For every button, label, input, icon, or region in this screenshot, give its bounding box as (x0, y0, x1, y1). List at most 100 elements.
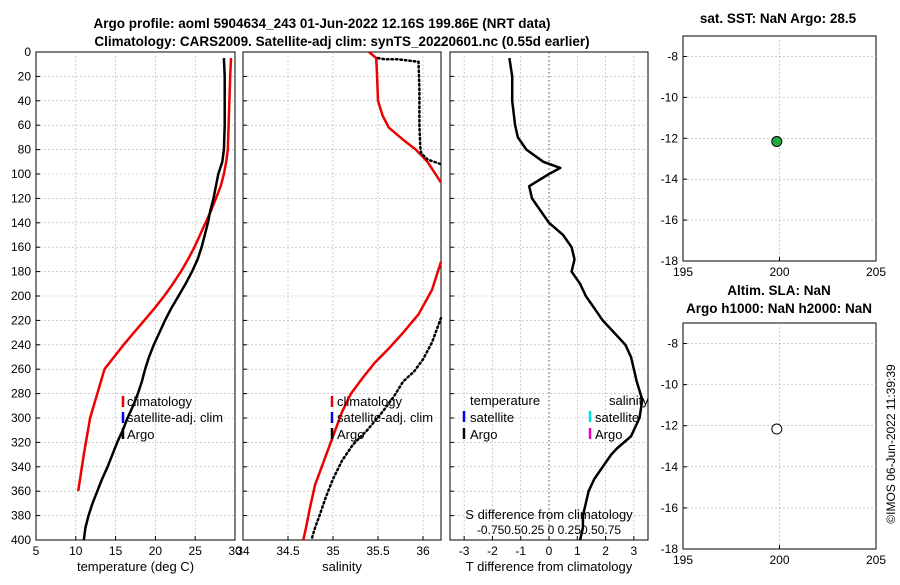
y-tick-label: -18 (661, 254, 679, 268)
sla-map-points (771, 423, 783, 435)
y-tick-label: -8 (667, 49, 678, 63)
sst-map-title: sat. SST: NaN Argo: 28.5 (700, 11, 857, 26)
salinity-series (302, 51, 443, 542)
difference-legend: temperature satellite Argo salinity sate… (462, 393, 649, 442)
y-tick-label: 320 (11, 435, 31, 449)
sla-map-ticks: 195 200 205 -8 -10 -12 -14 -16 -18 (661, 337, 887, 567)
y-tick-label: 220 (11, 313, 31, 327)
legend-label-climatology: climatology (127, 394, 193, 409)
legend-label-s-satellite: satellite (595, 410, 639, 425)
x-tick-label: 30 (228, 544, 242, 558)
legend-label-satellite: satellite-adj. clim (337, 410, 433, 425)
x-tick-label: 34.5 (276, 544, 300, 558)
legend-label-argo: Argo (127, 427, 154, 442)
main-title-line1: Argo profile: aoml 5904634_243 01-Jun-20… (94, 16, 551, 31)
sla-map-title-line2: Argo h1000: NaN h2000: NaN (686, 301, 872, 316)
argo-location-marker (771, 136, 783, 148)
series-line-climatology-lower- (302, 261, 443, 541)
timestamp-label: ©IMOS 06-Jun-2022 11:39:39 (884, 364, 898, 524)
y-tick-label: 140 (11, 216, 31, 230)
argo-location-marker (771, 423, 783, 435)
x-tick-label: 2 (602, 544, 609, 558)
sst-map-ticks: 195 200 205 -8 -10 -12 -14 -16 -18 (661, 49, 887, 279)
temperature-xlabel: temperature (deg C) (77, 559, 194, 574)
y-tick-label: -10 (661, 378, 679, 392)
x-tick-label: 35 (326, 544, 340, 558)
legend-title-salinity: salinity (609, 393, 649, 408)
x-tick-label: 205 (866, 553, 886, 567)
y-tick-label: -12 (661, 131, 679, 145)
salinity-panel: 34 34.5 35 35.5 36 salinity climatology sate… (236, 51, 443, 574)
x-tick-label: 5 (33, 544, 40, 558)
legend-label-t-satellite: satellite (470, 410, 514, 425)
x-tick-label: -2 (487, 544, 498, 558)
y-tick-label: 400 (11, 533, 31, 547)
temperature-ticks: 5 10 15 20 25 3002040608010012014016018020022… (11, 45, 242, 558)
x-tick-label: 1 (574, 544, 581, 558)
x-tick-label: 0 (546, 544, 553, 558)
x-tick-label: 34 (236, 544, 250, 558)
difference-xlabel: T difference from climatology (466, 559, 633, 574)
series-line-argo (508, 57, 644, 541)
y-tick-label: 280 (11, 387, 31, 401)
y-tick-label: 0 (24, 45, 31, 59)
x-tick-label: 3 (631, 544, 638, 558)
difference-series (508, 57, 644, 541)
temperature-grid (36, 52, 235, 540)
x-tick-label: 36 (416, 544, 430, 558)
y-tick-label: -12 (661, 419, 679, 433)
series-line-argo (82, 58, 226, 541)
y-tick-label: -16 (661, 213, 679, 227)
series-line-climatology (76, 58, 233, 492)
main-title-line2: Climatology: CARS2009. Satellite-adj cli… (94, 34, 589, 49)
legend-label-climatology: climatology (337, 394, 403, 409)
y-tick-label: 340 (11, 460, 31, 474)
legend-label-s-argo: Argo (595, 427, 622, 442)
difference-grid (450, 52, 648, 540)
y-tick-label: 180 (11, 265, 31, 279)
y-tick-label: -8 (667, 337, 678, 351)
sla-map-panel: Altim. SLA: NaN Argo h1000: NaN h2000: N… (661, 283, 887, 567)
y-tick-label: 360 (11, 484, 31, 498)
s-difference-ticks: -0.750.50.25 0 0.250.50.75 (477, 523, 621, 537)
sla-map-title-line1: Altim. SLA: NaN (727, 283, 831, 298)
series-line-satellite-adj-clim-upper- (376, 56, 443, 166)
x-tick-label: 15 (109, 544, 123, 558)
x-tick-label: 195 (673, 553, 693, 567)
x-tick-label: -3 (459, 544, 470, 558)
temperature-panel: 5 10 15 20 25 3002040608010012014016018020022… (11, 45, 242, 574)
y-tick-label: 120 (11, 191, 31, 205)
y-tick-label: 60 (18, 118, 32, 132)
salinity-xlabel: salinity (322, 559, 362, 574)
y-tick-label: -10 (661, 90, 679, 104)
salinity-ticks: 34 34.5 35 35.5 36 (236, 51, 430, 558)
y-tick-label: 20 (18, 69, 32, 83)
y-tick-label: 380 (11, 509, 31, 523)
legend-label-t-argo: Argo (470, 427, 497, 442)
temperature-legend: climatology satellite-adj. clim Argo (121, 394, 223, 442)
legend-label-argo: Argo (337, 427, 364, 442)
x-tick-label: 205 (866, 265, 886, 279)
y-tick-label: 240 (11, 338, 31, 352)
y-tick-label: 80 (18, 143, 32, 157)
y-tick-label: -18 (661, 542, 679, 556)
series-line-climatology-upper- (368, 51, 443, 184)
y-tick-label: 160 (11, 240, 31, 254)
x-tick-label: 200 (769, 553, 789, 567)
salinity-legend: climatology satellite-adj. clim Argo (330, 394, 433, 442)
y-tick-label: -14 (661, 460, 679, 474)
x-tick-label: -1 (515, 544, 526, 558)
x-tick-label: 195 (673, 265, 693, 279)
series-line-satellite-adj-clim-lower- (310, 316, 443, 542)
y-tick-label: 200 (11, 289, 31, 303)
y-tick-label: 100 (11, 167, 31, 181)
y-tick-label: 260 (11, 362, 31, 376)
temperature-series (76, 58, 233, 541)
difference-panel: -3 -2 -1 0 1 2 3 T difference from climatology… (449, 51, 649, 574)
legend-label-satellite: satellite-adj. clim (127, 410, 223, 425)
sst-map-panel: sat. SST: NaN Argo: 28.5 195 200 205 -8 -10 -… (661, 11, 887, 279)
x-tick-label: 25 (189, 544, 203, 558)
y-tick-label: 40 (18, 94, 32, 108)
y-tick-label: -14 (661, 172, 679, 186)
s-difference-label: S difference from climatology (465, 507, 633, 522)
